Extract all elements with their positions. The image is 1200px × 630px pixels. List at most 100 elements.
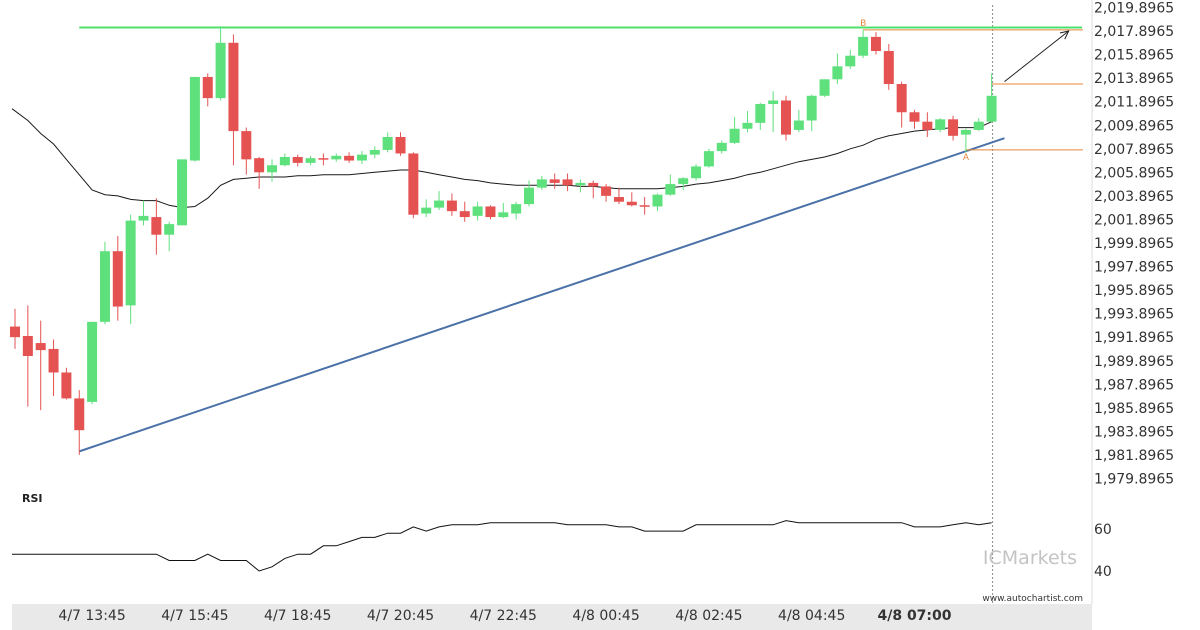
source-text: www.autochartist.com xyxy=(982,594,1083,604)
candle-up xyxy=(960,129,971,135)
pattern-lines-layer: AB xyxy=(78,19,1083,453)
candle-up xyxy=(691,166,702,179)
candle-up xyxy=(665,184,676,195)
candle-down xyxy=(588,182,599,187)
candle-up xyxy=(652,194,663,207)
time-tick-label: 4/8 07:00 xyxy=(877,608,951,624)
time-tick-label: 4/7 15:45 xyxy=(161,608,228,624)
point-b-label: B xyxy=(860,19,866,29)
price-tick-label: 2,003.8965 xyxy=(1094,189,1174,205)
candle-up xyxy=(279,157,290,166)
candle-up xyxy=(164,224,175,235)
candle-down xyxy=(228,42,239,132)
candle-down xyxy=(883,51,894,84)
candle-down xyxy=(896,83,907,113)
candle-down xyxy=(446,200,457,212)
price-tick-label: 2,001.8965 xyxy=(1094,212,1174,228)
time-tick-label: 4/7 13:45 xyxy=(58,608,125,624)
candle-up xyxy=(575,182,586,186)
candle-down xyxy=(639,205,650,207)
candle-down xyxy=(781,100,791,135)
price-tick-label: 1,987.8965 xyxy=(1094,377,1174,393)
time-tick-label: 4/8 00:45 xyxy=(572,608,639,624)
axis-layer xyxy=(12,0,1093,630)
time-axis-band xyxy=(12,604,1092,630)
candle-up xyxy=(742,122,753,129)
point-a-label: A xyxy=(963,153,970,163)
candle-up xyxy=(986,95,997,122)
candle-up xyxy=(87,321,98,402)
candle-up xyxy=(793,120,804,130)
price-tick-label: 2,017.8965 xyxy=(1094,24,1174,40)
rsi-title: RSI xyxy=(22,492,43,505)
price-tick-label: 1,979.8965 xyxy=(1094,472,1174,488)
price-tick-label: 1,985.8965 xyxy=(1094,401,1174,417)
candle-down xyxy=(112,251,123,307)
candle-up xyxy=(806,95,817,121)
rsi-panel: RSI 60 40 xyxy=(12,492,1112,580)
candle-up xyxy=(935,119,946,130)
candle-down xyxy=(202,76,213,99)
candle-up xyxy=(729,128,740,143)
candle-up xyxy=(434,200,445,208)
price-tick-label: 1,981.8965 xyxy=(1094,448,1174,464)
candle-down xyxy=(318,158,329,160)
candle-up xyxy=(832,66,843,80)
candle-up xyxy=(973,121,984,130)
rsi-tick-label: 40 xyxy=(1094,564,1112,580)
price-tick-label: 1,995.8965 xyxy=(1094,283,1174,299)
candle-down xyxy=(549,179,560,183)
candle-down xyxy=(35,343,46,351)
candle-down xyxy=(254,158,265,173)
price-tick-label: 2,011.8965 xyxy=(1094,95,1174,111)
candle-down xyxy=(601,186,612,196)
time-tick-label: 4/7 22:45 xyxy=(470,608,537,624)
candle-down xyxy=(10,326,20,338)
candle-up xyxy=(755,104,766,123)
candle-down xyxy=(485,206,496,218)
candle-up xyxy=(421,207,432,214)
price-tick-label: 1,991.8965 xyxy=(1094,330,1174,346)
rsi-line xyxy=(12,520,992,572)
candle-down xyxy=(459,211,470,218)
price-tick-label: 1,989.8965 xyxy=(1094,354,1174,370)
candle-up xyxy=(356,154,367,161)
time-tick-label: 4/8 04:45 xyxy=(778,608,845,624)
time-tick-label: 4/7 18:45 xyxy=(264,608,331,624)
candle-up xyxy=(331,155,342,160)
candles-layer xyxy=(10,26,997,455)
price-tick-label: 2,007.8965 xyxy=(1094,142,1174,158)
rsi-tick-label: 60 xyxy=(1094,522,1112,538)
candle-down xyxy=(292,157,303,163)
projection-arrow-line xyxy=(1004,30,1070,83)
watermark-text: ICMarkets xyxy=(983,547,1077,569)
price-tick-label: 2,005.8965 xyxy=(1094,165,1174,181)
candle-up xyxy=(845,55,856,67)
candle-up xyxy=(472,206,483,216)
candle-down xyxy=(870,36,881,52)
candle-down xyxy=(48,348,59,373)
candle-down xyxy=(948,119,959,136)
candle-up xyxy=(511,204,522,214)
candle-down xyxy=(241,131,252,160)
candle-up xyxy=(819,79,830,96)
price-tick-label: 1,993.8965 xyxy=(1094,307,1174,323)
price-tick-labels: 2,019.8965 2,017.8965 2,015.8965 2,013.8965… xyxy=(1094,1,1174,488)
candle-up xyxy=(267,165,277,173)
candle-down xyxy=(562,179,573,186)
price-tick-label: 1,999.8965 xyxy=(1094,236,1174,252)
candle-up xyxy=(703,151,714,167)
candle-down xyxy=(151,217,162,235)
candle-down xyxy=(344,155,355,161)
candle-up xyxy=(678,178,689,185)
time-axis: 4/7 13:45 4/7 15:45 4/7 18:45 4/7 20:45 4/7 … xyxy=(58,608,951,624)
candle-down xyxy=(922,121,933,130)
branding: ICMarkets www.autochartist.com xyxy=(982,547,1083,604)
candle-up xyxy=(99,251,110,322)
candle-down xyxy=(22,335,33,356)
candle-down xyxy=(408,153,419,215)
candle-up xyxy=(524,187,534,205)
candle-up xyxy=(858,36,869,56)
time-tick-label: 4/8 02:45 xyxy=(675,608,742,624)
